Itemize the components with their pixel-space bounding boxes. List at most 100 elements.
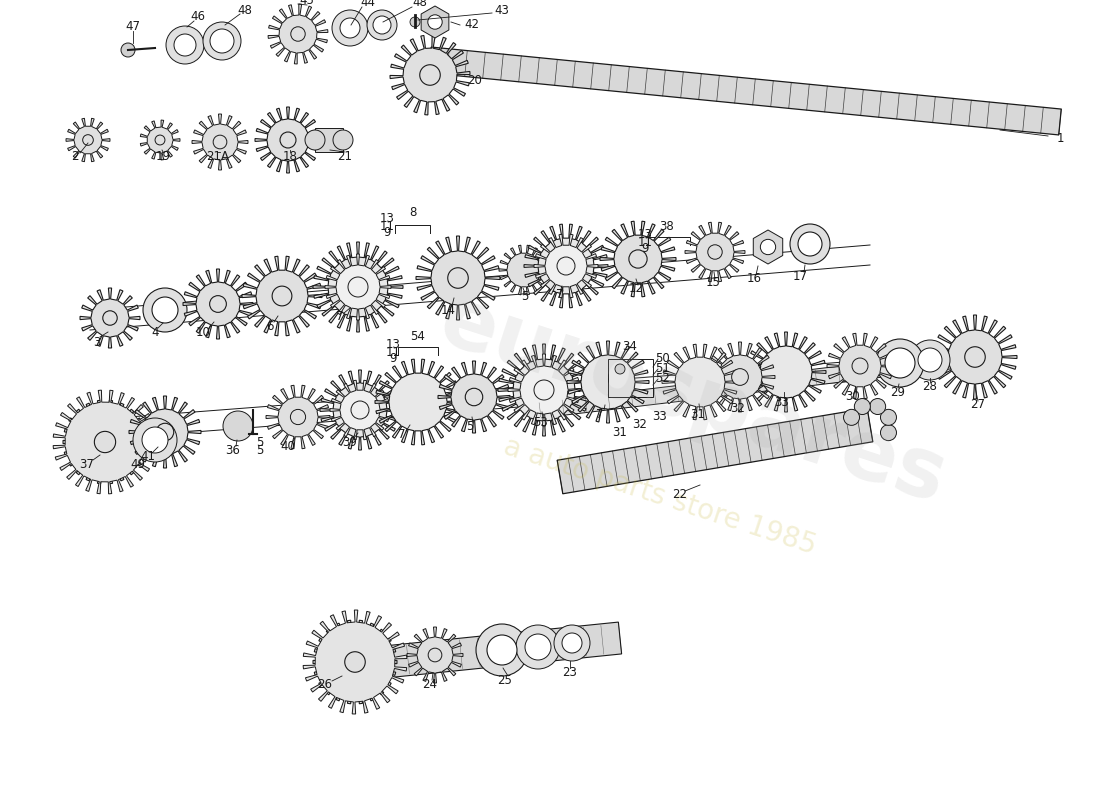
Circle shape bbox=[121, 43, 135, 57]
Text: 43: 43 bbox=[495, 3, 509, 17]
Text: 32: 32 bbox=[730, 402, 746, 414]
Polygon shape bbox=[421, 6, 449, 38]
Polygon shape bbox=[242, 256, 322, 336]
Text: 1: 1 bbox=[1056, 131, 1064, 145]
Circle shape bbox=[210, 296, 227, 312]
Text: 39: 39 bbox=[342, 435, 358, 449]
Polygon shape bbox=[746, 332, 826, 412]
Circle shape bbox=[554, 625, 590, 661]
Circle shape bbox=[143, 288, 187, 332]
Polygon shape bbox=[66, 118, 110, 162]
Polygon shape bbox=[438, 361, 510, 433]
Text: 11: 11 bbox=[385, 346, 400, 358]
Circle shape bbox=[562, 633, 582, 653]
Text: 54: 54 bbox=[410, 330, 426, 343]
Polygon shape bbox=[754, 230, 783, 264]
Circle shape bbox=[428, 648, 442, 662]
Circle shape bbox=[465, 388, 483, 406]
Text: 31: 31 bbox=[691, 407, 705, 421]
Circle shape bbox=[142, 427, 168, 453]
Circle shape bbox=[155, 135, 165, 145]
Text: 13: 13 bbox=[379, 213, 395, 226]
Circle shape bbox=[373, 16, 390, 34]
Circle shape bbox=[102, 310, 118, 326]
Circle shape bbox=[348, 277, 369, 297]
Text: 15: 15 bbox=[705, 277, 720, 290]
Polygon shape bbox=[129, 396, 201, 468]
Text: 7: 7 bbox=[557, 289, 563, 302]
Text: 7: 7 bbox=[398, 429, 406, 442]
Text: 10: 10 bbox=[196, 326, 210, 339]
Polygon shape bbox=[53, 390, 157, 494]
Circle shape bbox=[156, 423, 174, 441]
Circle shape bbox=[280, 132, 296, 148]
Text: 13: 13 bbox=[638, 229, 652, 242]
Text: 38: 38 bbox=[660, 221, 674, 234]
Circle shape bbox=[760, 239, 775, 254]
Text: 29: 29 bbox=[891, 386, 905, 398]
Circle shape bbox=[305, 130, 324, 150]
Circle shape bbox=[213, 135, 227, 149]
Circle shape bbox=[448, 268, 469, 288]
Circle shape bbox=[152, 297, 178, 323]
Text: 24: 24 bbox=[422, 678, 438, 690]
Text: 20: 20 bbox=[468, 74, 483, 86]
Polygon shape bbox=[566, 341, 649, 423]
Polygon shape bbox=[255, 107, 321, 173]
Text: 5: 5 bbox=[466, 421, 474, 434]
Circle shape bbox=[870, 398, 886, 414]
Circle shape bbox=[420, 65, 440, 86]
Circle shape bbox=[344, 652, 365, 672]
Text: 21: 21 bbox=[338, 150, 352, 163]
Text: 25: 25 bbox=[497, 674, 513, 686]
Circle shape bbox=[844, 410, 859, 426]
Text: 50: 50 bbox=[656, 353, 670, 366]
Text: 6: 6 bbox=[266, 319, 274, 333]
Text: 26: 26 bbox=[318, 678, 332, 691]
Polygon shape bbox=[827, 334, 893, 398]
Polygon shape bbox=[524, 224, 608, 308]
Polygon shape bbox=[429, 47, 1062, 135]
Text: 32: 32 bbox=[632, 418, 648, 431]
Text: 9: 9 bbox=[641, 242, 649, 255]
Circle shape bbox=[790, 224, 830, 264]
Text: 9: 9 bbox=[389, 353, 397, 366]
Circle shape bbox=[332, 10, 368, 46]
Text: 7: 7 bbox=[596, 407, 604, 421]
Circle shape bbox=[210, 29, 234, 53]
Circle shape bbox=[290, 410, 306, 425]
Polygon shape bbox=[416, 236, 500, 320]
Circle shape bbox=[798, 232, 822, 256]
Polygon shape bbox=[558, 408, 872, 494]
Polygon shape bbox=[304, 610, 407, 714]
Text: 12: 12 bbox=[628, 282, 643, 295]
Text: 51: 51 bbox=[656, 362, 670, 375]
Polygon shape bbox=[330, 380, 390, 440]
Text: 13: 13 bbox=[386, 338, 400, 351]
Circle shape bbox=[428, 14, 442, 30]
Text: 47: 47 bbox=[125, 19, 141, 33]
Polygon shape bbox=[266, 386, 330, 449]
Polygon shape bbox=[662, 344, 738, 420]
Polygon shape bbox=[407, 627, 463, 683]
Polygon shape bbox=[508, 354, 580, 426]
Text: 9: 9 bbox=[383, 226, 390, 239]
Circle shape bbox=[910, 340, 950, 380]
Text: 19: 19 bbox=[155, 150, 170, 163]
Circle shape bbox=[732, 369, 748, 386]
Text: 5: 5 bbox=[521, 290, 529, 303]
Text: 34: 34 bbox=[623, 341, 637, 354]
Text: 2: 2 bbox=[72, 150, 79, 163]
Circle shape bbox=[410, 17, 420, 27]
Text: 33: 33 bbox=[774, 395, 790, 409]
Circle shape bbox=[290, 26, 305, 42]
Polygon shape bbox=[80, 288, 140, 348]
Circle shape bbox=[333, 130, 353, 150]
Circle shape bbox=[174, 34, 196, 56]
Circle shape bbox=[487, 635, 517, 665]
Circle shape bbox=[534, 380, 554, 400]
Polygon shape bbox=[320, 370, 400, 450]
Text: 11: 11 bbox=[379, 219, 395, 233]
Text: 52: 52 bbox=[656, 373, 670, 386]
Circle shape bbox=[166, 26, 204, 64]
